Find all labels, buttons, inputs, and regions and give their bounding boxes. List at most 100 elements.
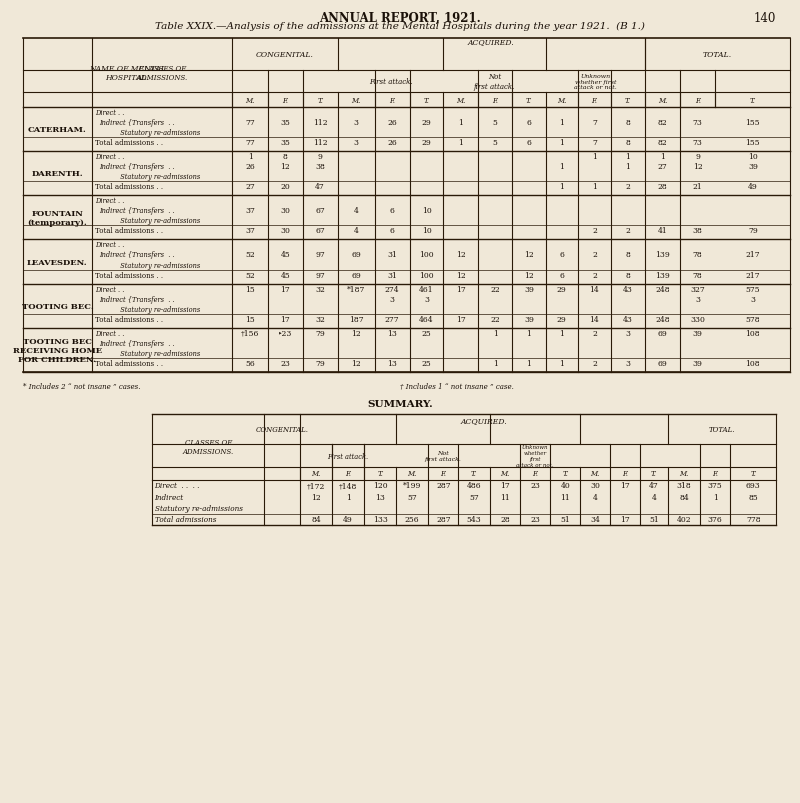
Text: 1: 1 xyxy=(559,183,564,191)
Text: TOOTING BEC.: TOOTING BEC. xyxy=(22,303,94,310)
Text: 23: 23 xyxy=(530,516,540,524)
Text: 139: 139 xyxy=(655,271,670,279)
Text: 139: 139 xyxy=(655,251,670,259)
Text: M.: M. xyxy=(658,96,667,104)
Text: Total admissions . .: Total admissions . . xyxy=(94,227,162,235)
Text: Indirect {Transfers  . .: Indirect {Transfers . . xyxy=(98,251,174,259)
Text: 14: 14 xyxy=(590,316,599,324)
Text: †172: †172 xyxy=(307,482,326,490)
Text: 12: 12 xyxy=(524,251,534,259)
Text: Statutory re-admissions: Statutory re-admissions xyxy=(98,173,200,181)
Text: 248: 248 xyxy=(655,316,670,324)
Text: 34: 34 xyxy=(590,516,600,524)
Text: F.: F. xyxy=(591,96,598,104)
Text: 277: 277 xyxy=(385,316,399,324)
Text: FOUNTAIN
(temporary).: FOUNTAIN (temporary). xyxy=(27,210,87,226)
Text: 51: 51 xyxy=(649,516,659,524)
Text: 28: 28 xyxy=(658,183,667,191)
Text: 108: 108 xyxy=(746,329,760,337)
Text: 1: 1 xyxy=(458,119,463,127)
Text: Total admissions . .: Total admissions . . xyxy=(94,139,162,147)
Text: 3: 3 xyxy=(750,296,755,304)
Text: F.: F. xyxy=(282,96,288,104)
Text: 35: 35 xyxy=(281,139,290,147)
Text: 38: 38 xyxy=(315,163,325,171)
Text: 13: 13 xyxy=(387,329,397,337)
Text: 30: 30 xyxy=(590,482,600,490)
Text: Total admissions . .: Total admissions . . xyxy=(94,316,162,324)
Text: 79: 79 xyxy=(315,360,325,368)
Text: 17: 17 xyxy=(456,285,466,293)
Text: T.: T. xyxy=(377,470,383,478)
Text: 31: 31 xyxy=(387,251,397,259)
Text: 100: 100 xyxy=(419,271,434,279)
Text: 37: 37 xyxy=(246,227,255,235)
Text: 45: 45 xyxy=(281,251,290,259)
Text: 3: 3 xyxy=(354,139,358,147)
Text: 17: 17 xyxy=(456,316,466,324)
Text: 57: 57 xyxy=(407,493,417,501)
Text: 9: 9 xyxy=(695,153,700,161)
Text: 20: 20 xyxy=(281,183,290,191)
Text: Indirect {Transfers  . .: Indirect {Transfers . . xyxy=(98,340,174,348)
Text: Total admissions: Total admissions xyxy=(154,516,216,524)
Text: 29: 29 xyxy=(422,139,431,147)
Text: 1: 1 xyxy=(526,360,531,368)
Text: 155: 155 xyxy=(746,139,760,147)
Text: 15: 15 xyxy=(246,285,255,293)
Text: 8: 8 xyxy=(626,271,630,279)
Text: Statutory re-admissions: Statutory re-admissions xyxy=(98,349,200,357)
Text: 2: 2 xyxy=(592,271,597,279)
Text: Statutory re-admissions: Statutory re-admissions xyxy=(154,504,242,512)
Text: 217: 217 xyxy=(746,251,760,259)
Text: 2: 2 xyxy=(592,251,597,259)
Text: 120: 120 xyxy=(373,482,387,490)
Text: 402: 402 xyxy=(677,516,691,524)
Text: 77: 77 xyxy=(246,119,255,127)
Text: 3: 3 xyxy=(424,296,429,304)
Text: 3: 3 xyxy=(390,296,394,304)
Text: 318: 318 xyxy=(677,482,691,490)
Text: T.: T. xyxy=(562,470,568,478)
Text: CONGENITAL.: CONGENITAL. xyxy=(256,426,309,434)
Text: 287: 287 xyxy=(436,516,450,524)
Text: 29: 29 xyxy=(422,119,431,127)
Text: 38: 38 xyxy=(693,227,702,235)
Text: 47: 47 xyxy=(649,482,659,490)
Text: 35: 35 xyxy=(281,119,290,127)
Text: ANNUAL REPORT, 1921.: ANNUAL REPORT, 1921. xyxy=(319,12,481,25)
Text: F.: F. xyxy=(345,470,351,478)
Text: 49: 49 xyxy=(343,516,353,524)
Text: 2: 2 xyxy=(626,183,630,191)
Text: 575: 575 xyxy=(746,285,760,293)
Text: F.: F. xyxy=(440,470,446,478)
Text: Statutory re-admissions: Statutory re-admissions xyxy=(98,305,200,313)
Text: 1: 1 xyxy=(559,119,564,127)
Text: F.: F. xyxy=(492,96,498,104)
Text: 1: 1 xyxy=(626,153,630,161)
Text: 97: 97 xyxy=(315,251,325,259)
Text: Direct  . .  . .: Direct . . . . xyxy=(154,482,200,490)
Text: 22: 22 xyxy=(490,316,500,324)
Text: 84: 84 xyxy=(679,493,689,501)
Text: Direct . .: Direct . . xyxy=(94,241,124,249)
Text: 52: 52 xyxy=(246,251,255,259)
Text: Total admissions . .: Total admissions . . xyxy=(94,271,162,279)
Text: 1: 1 xyxy=(592,153,597,161)
Text: 9: 9 xyxy=(318,153,322,161)
Text: 1: 1 xyxy=(713,493,718,501)
Text: M.: M. xyxy=(590,470,599,478)
Text: 8: 8 xyxy=(283,153,288,161)
Text: 4: 4 xyxy=(354,227,358,235)
Text: 248: 248 xyxy=(655,285,670,293)
Text: Direct . .: Direct . . xyxy=(94,285,124,293)
Text: 41: 41 xyxy=(658,227,667,235)
Text: 464: 464 xyxy=(419,316,434,324)
Text: Total admissions . .: Total admissions . . xyxy=(94,183,162,191)
Text: M.: M. xyxy=(679,470,689,478)
Text: 43: 43 xyxy=(623,316,633,324)
Text: 30: 30 xyxy=(281,207,290,215)
Text: 4: 4 xyxy=(652,493,657,501)
Text: 17: 17 xyxy=(281,316,290,324)
Text: M.: M. xyxy=(246,96,255,104)
